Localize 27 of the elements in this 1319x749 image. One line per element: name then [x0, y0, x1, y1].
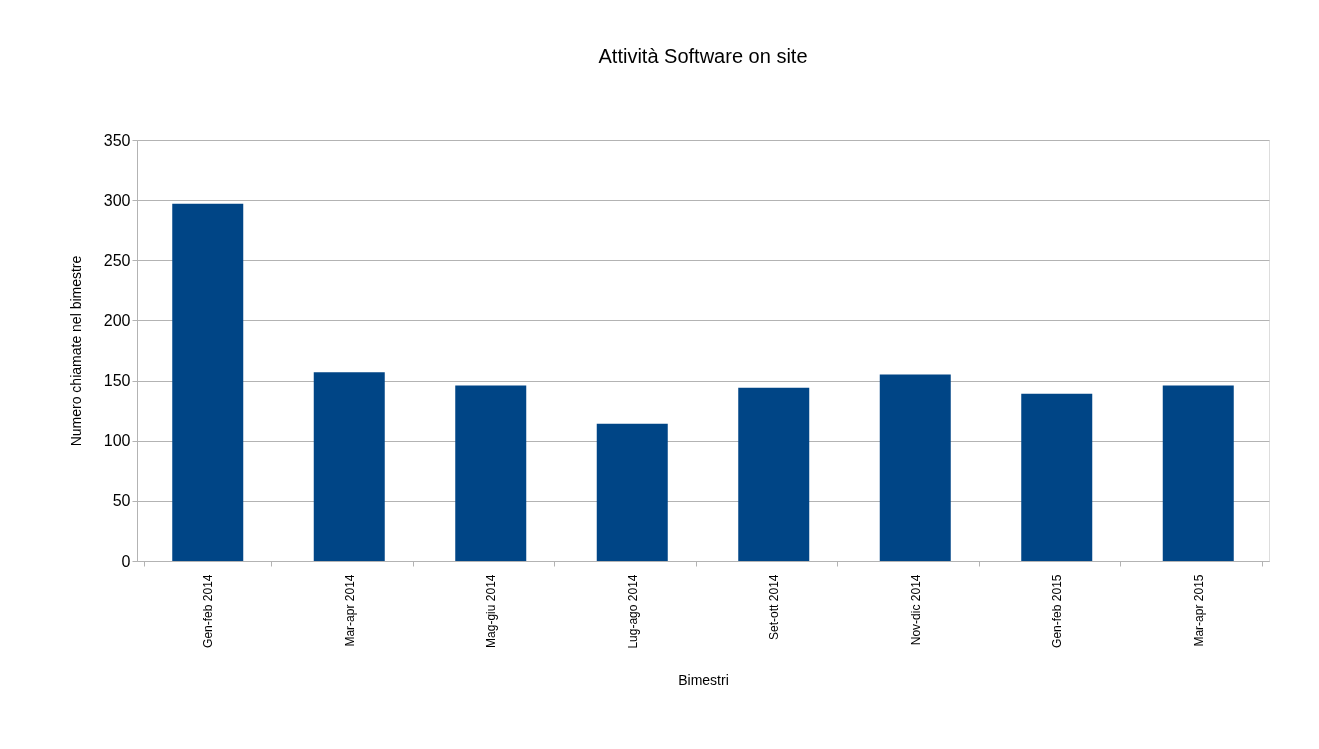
y-tick-label: 150 — [103, 372, 131, 390]
bar — [313, 372, 385, 561]
bar — [738, 387, 810, 561]
x-tick-label: Set-ott 2014 — [767, 574, 782, 640]
bar — [879, 374, 951, 561]
x-tick-label: Mag-giu 2014 — [484, 574, 499, 648]
y-tick-label: 50 — [112, 492, 131, 510]
chart-title: Attività Software on site — [598, 45, 808, 67]
x-tick-label: Mar-apr 2014 — [342, 574, 357, 647]
bar — [172, 203, 244, 561]
bar — [1021, 393, 1093, 561]
bar — [455, 385, 527, 561]
y-tick-label: 200 — [103, 311, 131, 329]
x-axis-title: Bimestri — [678, 671, 729, 688]
y-tick-label: 300 — [103, 191, 131, 209]
x-tick-label: Gen-feb 2015 — [1050, 574, 1065, 648]
y-tick-label: 0 — [121, 552, 131, 570]
x-tick-label: Gen-feb 2014 — [201, 574, 216, 648]
x-tick-label: Lug-ago 2014 — [625, 574, 640, 649]
y-axis-title: Numero chiamate nel bimestre — [67, 255, 84, 447]
x-tick-label: Nov-dic 2014 — [908, 574, 923, 646]
y-tick-label: 350 — [103, 131, 131, 149]
y-tick-label: 100 — [103, 432, 131, 450]
y-tick-label: 250 — [103, 251, 131, 269]
x-tick-label: Mar-apr 2015 — [1191, 574, 1206, 647]
bar — [1162, 385, 1234, 561]
bar — [596, 423, 668, 561]
